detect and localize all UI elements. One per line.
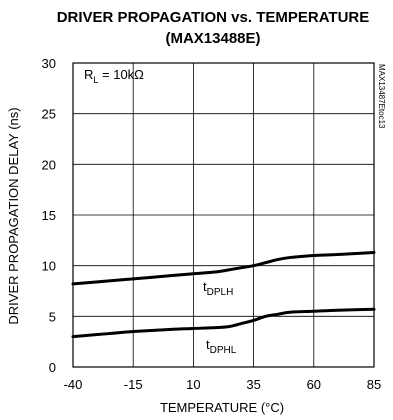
series-layer (71, 250, 376, 339)
condition-label: RL = 10kΩ (84, 67, 144, 85)
chart-title: DRIVER PROPAGATION vs. TEMPERATURE (57, 9, 370, 26)
x-tick-label: 85 (367, 377, 381, 392)
x-tick-labels: -40 -15 10 35 60 85 (64, 377, 382, 392)
y-tick-label: 5 (49, 309, 56, 324)
y-tick-label: 0 (49, 360, 56, 375)
series-label-tdplh: tDPLH (203, 279, 233, 298)
x-tick-label: 35 (246, 377, 260, 392)
y-tick-label: 25 (42, 107, 56, 122)
y-tick-label: 20 (42, 157, 56, 172)
x-axis-label: TEMPERATURE (°C) (160, 400, 284, 415)
y-axis-label: DRIVER PROPAGATION DELAY (ns) (6, 107, 21, 324)
y-tick-labels: 0 5 10 15 20 25 30 (42, 56, 56, 375)
grid (72, 62, 375, 368)
y-tick-label: 10 (42, 259, 56, 274)
plot-frame (72, 62, 375, 368)
series-label-tdphl: tDPHL (206, 337, 237, 356)
x-tick-label: -15 (124, 377, 143, 392)
series-line-tdphl (71, 307, 376, 339)
chart-subtitle: (MAX13488E) (165, 30, 260, 47)
figure-code: MAX13487Etoc13 (377, 64, 386, 129)
x-tick-label: -40 (64, 377, 83, 392)
y-tick-label: 15 (42, 208, 56, 223)
y-tick-label: 30 (42, 56, 56, 71)
x-tick-label: 10 (186, 377, 200, 392)
x-tick-label: 60 (307, 377, 321, 392)
series-line-tdplh (71, 250, 376, 286)
